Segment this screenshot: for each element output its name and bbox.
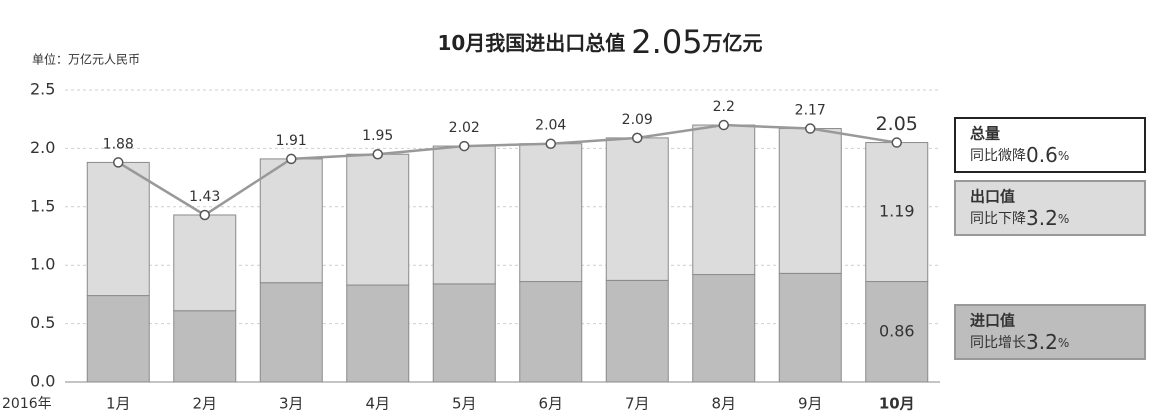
y-tick-label: 1.5 bbox=[30, 196, 55, 215]
bar-segment bbox=[519, 143, 583, 283]
legend-change: 同比增长3.2% bbox=[970, 330, 1069, 354]
x-tick-label: 4月 bbox=[365, 395, 390, 413]
x-prefix: 2016年 bbox=[2, 396, 52, 412]
total-label: 2.04 bbox=[535, 118, 566, 134]
legend-name: 进口值 bbox=[970, 312, 1015, 330]
title-value: 2.05 bbox=[631, 23, 702, 61]
bar-segment bbox=[865, 281, 929, 383]
total-label: 2.09 bbox=[622, 112, 653, 128]
legend-change: 同比下降3.2% bbox=[970, 206, 1069, 230]
total-point bbox=[805, 123, 816, 134]
bar-segment bbox=[605, 137, 669, 281]
legend-note: 同比微降 bbox=[970, 148, 1026, 164]
bar-segment bbox=[346, 153, 410, 286]
total-label: 1.91 bbox=[276, 133, 307, 149]
bar-segment bbox=[86, 161, 150, 297]
y-tick-label: 2.5 bbox=[30, 80, 55, 99]
legend-change-unit: % bbox=[1058, 149, 1069, 163]
total-point bbox=[199, 209, 210, 221]
total-label: 1.43 bbox=[189, 189, 220, 205]
total-label: 2.05 bbox=[876, 113, 918, 135]
bar-segment bbox=[259, 158, 323, 284]
bar-segment bbox=[173, 310, 237, 383]
unit-label: 单位：万亿元人民币 bbox=[32, 52, 140, 67]
bar-segment bbox=[778, 128, 842, 274]
x-tick-label: 8月 bbox=[711, 395, 736, 413]
y-tick-label: 0.5 bbox=[30, 313, 55, 332]
legend-change-value: 3.2 bbox=[1026, 330, 1058, 354]
legend-name: 出口值 bbox=[970, 188, 1015, 206]
bar-segment bbox=[519, 281, 583, 383]
total-point bbox=[113, 157, 124, 168]
legend-box bbox=[954, 117, 1146, 173]
bar-segment bbox=[778, 272, 842, 383]
x-tick-label: 3月 bbox=[279, 395, 304, 413]
y-tick-label: 2.0 bbox=[30, 138, 55, 157]
total-label: 1.88 bbox=[103, 136, 134, 152]
bar-segment bbox=[259, 282, 323, 383]
legend-change-value: 3.2 bbox=[1026, 206, 1058, 230]
total-label: 1.95 bbox=[362, 128, 393, 144]
legend-change-unit: % bbox=[1058, 336, 1069, 350]
bar-segment bbox=[432, 145, 496, 285]
legend-change: 同比微降0.6% bbox=[970, 143, 1069, 167]
total-label: 2.2 bbox=[713, 99, 735, 115]
total-point bbox=[459, 140, 470, 152]
bar-segment bbox=[605, 279, 669, 383]
x-tick-label: 10月 bbox=[879, 395, 915, 413]
legend-box bbox=[954, 304, 1146, 360]
bar-segment bbox=[432, 283, 496, 383]
legend-change-unit: % bbox=[1058, 212, 1069, 226]
x-tick-label: 1月 bbox=[106, 395, 131, 413]
legend-note: 同比增长 bbox=[970, 335, 1026, 351]
legend-note: 同比下降 bbox=[970, 211, 1026, 227]
total-point bbox=[891, 137, 902, 148]
chart-title: 10月我国进出口总值 2.05万亿元 bbox=[437, 23, 762, 61]
legend-name: 总量 bbox=[970, 125, 1000, 143]
total-point bbox=[372, 148, 383, 160]
title-unit: 万亿元 bbox=[702, 31, 763, 55]
total-point bbox=[286, 153, 297, 165]
segment-label: 0.86 bbox=[879, 321, 915, 340]
total-point bbox=[718, 119, 729, 131]
total-label: 2.17 bbox=[795, 103, 826, 119]
title-prefix: 10月我国进出口总值 bbox=[437, 31, 625, 55]
legend-box bbox=[954, 180, 1146, 236]
x-tick-label: 2月 bbox=[192, 395, 217, 413]
legend-change-value: 0.6 bbox=[1026, 143, 1058, 167]
bar-segment bbox=[692, 124, 756, 276]
total-label: 2.02 bbox=[449, 120, 480, 136]
total-line bbox=[117, 123, 897, 217]
x-tick-label: 5月 bbox=[452, 395, 477, 413]
bar-segment bbox=[692, 274, 756, 383]
total-point bbox=[545, 138, 556, 149]
x-tick-label: 6月 bbox=[538, 395, 563, 413]
bar-segment bbox=[173, 214, 237, 312]
total-point bbox=[632, 132, 643, 144]
bar-segment bbox=[346, 284, 410, 383]
y-tick-label: 0.0 bbox=[30, 372, 55, 391]
y-tick-label: 1.0 bbox=[30, 255, 55, 274]
bar-segment bbox=[86, 295, 150, 383]
segment-label: 1.19 bbox=[879, 202, 915, 221]
x-tick-label: 7月 bbox=[625, 395, 650, 413]
x-tick-label: 9月 bbox=[798, 395, 823, 413]
